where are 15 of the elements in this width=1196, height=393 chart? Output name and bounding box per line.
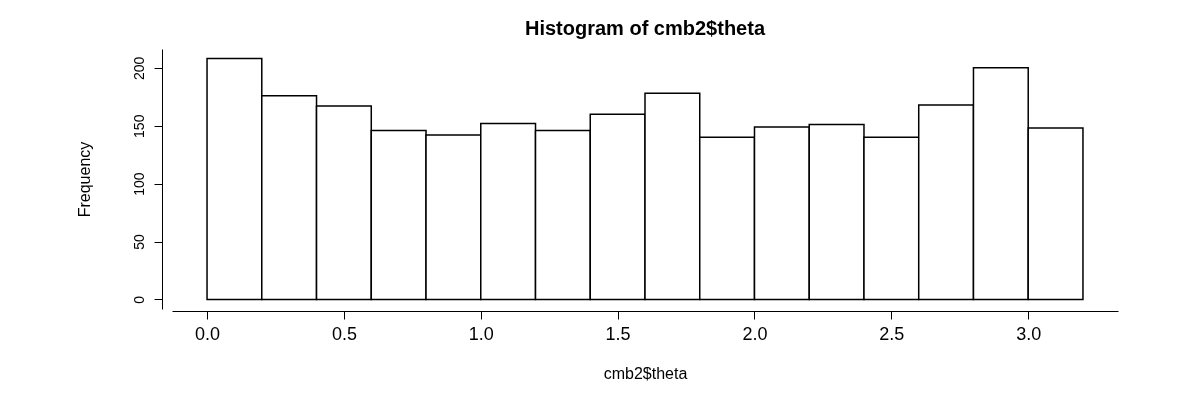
x-tick-label: 3.0 — [1016, 323, 1042, 344]
chart-title: Histogram of cmb2$theta — [524, 17, 766, 39]
x-tick-label: 0.0 — [195, 323, 221, 344]
y-tick-label: 50 — [130, 234, 147, 250]
y-tick-label: 150 — [130, 114, 147, 138]
x-tick-label: 0.5 — [331, 323, 357, 344]
y-tick-label: 200 — [130, 56, 147, 81]
x-axis-title: cmb2$theta — [603, 364, 688, 382]
y-axis-title: Frequency — [75, 141, 93, 218]
x-tick-label: 1.5 — [605, 323, 631, 344]
y-tick-label: 0 — [130, 295, 147, 304]
x-tick-label: 1.0 — [468, 323, 494, 344]
y-tick-label: 100 — [130, 172, 147, 196]
x-tick-label: 2.0 — [742, 323, 768, 344]
x-tick-label: 2.5 — [879, 323, 905, 344]
